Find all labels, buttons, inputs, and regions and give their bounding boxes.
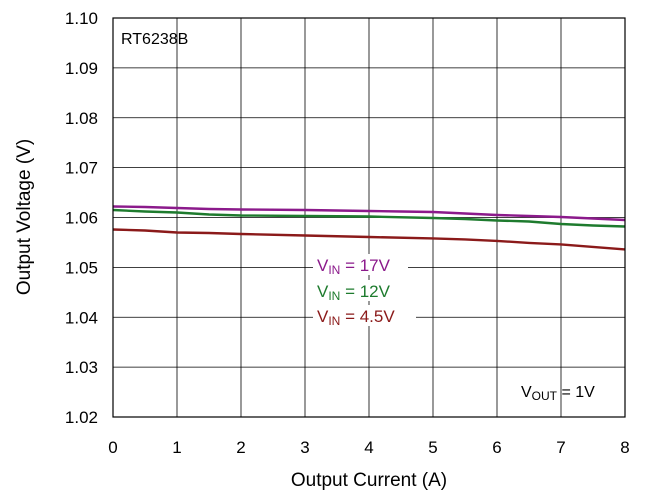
legend-prefix: V [317, 282, 329, 301]
y-tick-label: 1.04 [65, 308, 98, 327]
series-line-1 [112, 205, 626, 222]
y-axis-label: Output Voltage (V) [14, 139, 35, 295]
x-tick-label: 7 [556, 438, 565, 457]
legend-bg [313, 305, 416, 326]
legend-value: = 4.5V [340, 307, 395, 326]
y-tick-label: 1.02 [65, 408, 98, 427]
legend-entry: VIN = 4.5V [317, 307, 395, 328]
series-line-2 [112, 208, 626, 228]
legend-bg [313, 280, 408, 301]
legend-prefix: V [317, 307, 329, 326]
x-axis-label: Output Current (A) [291, 470, 447, 491]
legend-bg [313, 254, 408, 275]
legend-entry: VIN = 12V [317, 282, 391, 303]
condition-prefix: V [521, 384, 532, 401]
x-tick-label: 2 [236, 438, 245, 457]
y-tick-label: 1.03 [65, 358, 98, 377]
legend-value: = 17V [340, 256, 390, 275]
legend-value: = 12V [340, 282, 390, 301]
y-tick-label: 1.06 [65, 209, 98, 228]
y-tick-label: 1.10 [65, 9, 98, 28]
tick-labels: 0 1 2 3 4 5 6 7 8 1.10 1.09 1.08 1.07 1.06 1.05 1.04 1.0… [65, 9, 630, 457]
x-tick-label: 1 [172, 438, 181, 457]
y-tick-label: 1.05 [65, 258, 98, 277]
chart-annotation: RT6238B [121, 31, 188, 48]
plot-frame [112, 17, 626, 418]
x-tick-label: 0 [108, 438, 117, 457]
x-tick-label: 3 [300, 438, 309, 457]
x-tick-label: 8 [620, 438, 629, 457]
y-tick-label: 1.09 [65, 59, 98, 78]
x-tick-label: 6 [492, 438, 501, 457]
series-line-3 [112, 228, 626, 251]
series-layer [112, 205, 626, 251]
legend-prefix: V [317, 256, 329, 275]
condition-label: VOUT = 1V [521, 384, 595, 403]
x-tick-label: 5 [428, 438, 437, 457]
legend-sub: IN [328, 314, 340, 328]
legend-sub: IN [328, 263, 340, 277]
legend-entry: VIN = 17V [317, 256, 391, 277]
condition-sub: OUT [532, 389, 558, 403]
condition-value: = 1V [557, 384, 595, 401]
y-tick-label: 1.07 [65, 159, 98, 178]
x-tick-label: 4 [364, 438, 373, 457]
y-tick-label: 1.08 [65, 109, 98, 128]
legend-sub: IN [328, 289, 340, 303]
